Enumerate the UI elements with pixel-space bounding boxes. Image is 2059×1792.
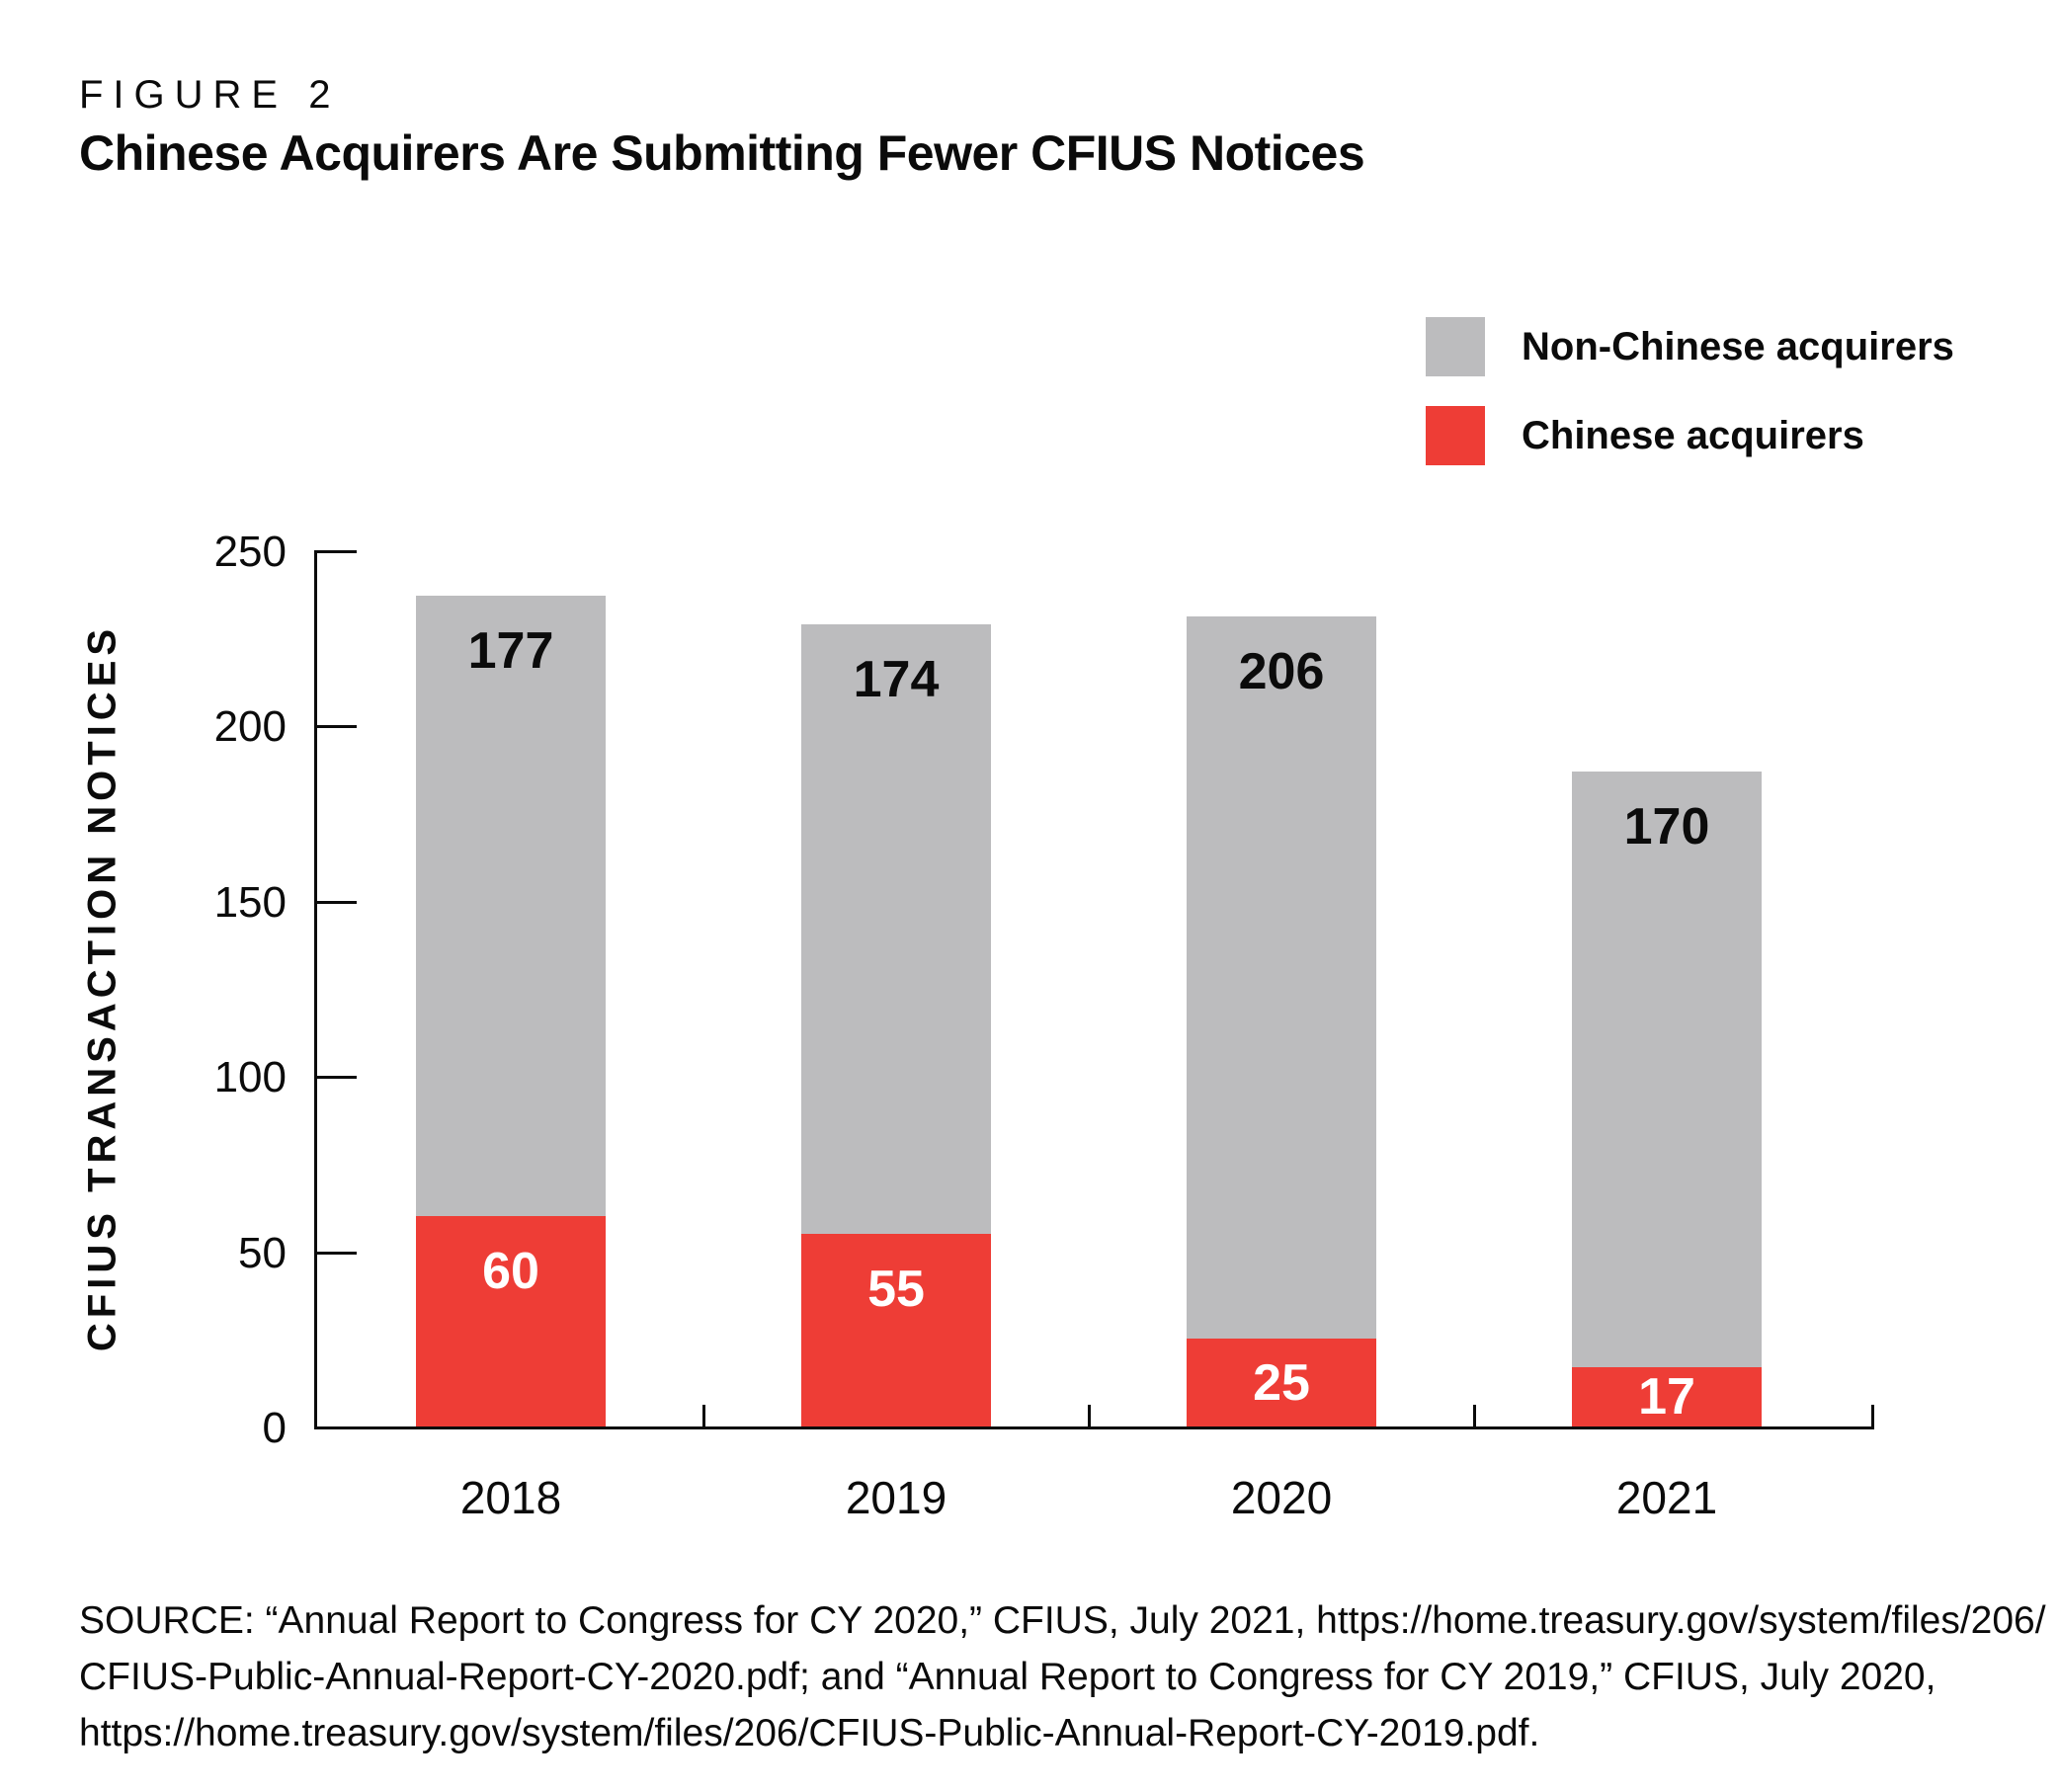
y-axis-tick [317, 550, 357, 553]
x-axis-tick [1871, 1405, 1874, 1426]
legend-label-non-chinese: Non-Chinese acquirers [1522, 324, 1954, 368]
y-axis-tick [317, 725, 357, 728]
bar-segment-chinese-2019 [801, 1234, 991, 1426]
value-label-chinese-2019: 55 [867, 1261, 925, 1318]
bar-segment-non-chinese-2018 [416, 596, 606, 1216]
source-note: SOURCE: “Annual Report to Congress for C… [79, 1592, 2046, 1761]
figure-number-label: FIGURE 2 [79, 73, 341, 117]
y-axis-tick-label: 150 [213, 878, 287, 927]
y-axis-tick [317, 1252, 357, 1255]
x-axis-tick [1088, 1405, 1091, 1426]
bar-segment-non-chinese-2020 [1187, 616, 1376, 1339]
legend-item-non-chinese: Non-Chinese acquirers [1426, 317, 1954, 376]
x-axis-category-label-2018: 2018 [459, 1472, 562, 1523]
x-axis-tick [1473, 1405, 1476, 1426]
y-axis-line [314, 550, 317, 1429]
value-label-non-chinese-2021: 170 [1623, 798, 1710, 855]
value-label-chinese-2021: 17 [1638, 1368, 1695, 1425]
legend-item-chinese: Chinese acquirers [1426, 406, 1954, 465]
legend-swatch-non-chinese [1426, 317, 1485, 376]
x-axis-category-label-2019: 2019 [845, 1472, 947, 1523]
bar-segment-non-chinese-2021 [1572, 772, 1762, 1367]
bar-segment-chinese-2018 [416, 1216, 606, 1426]
legend-label-chinese: Chinese acquirers [1522, 413, 1864, 457]
y-axis-tick [317, 901, 357, 904]
source-line: https://home.treasury.gov/system/files/2… [79, 1712, 1540, 1754]
bar-segment-chinese-2020 [1187, 1339, 1376, 1426]
legend: Non-Chinese acquirers Chinese acquirers [1426, 317, 1954, 465]
y-axis-tick [317, 1076, 357, 1079]
x-axis-category-label-2021: 2021 [1615, 1472, 1718, 1523]
value-label-non-chinese-2019: 174 [853, 651, 940, 708]
value-label-non-chinese-2020: 206 [1238, 643, 1325, 700]
y-axis-tick-label: 50 [238, 1229, 287, 1277]
y-axis-tick-label: 250 [213, 528, 287, 576]
source-line: CFIUS-Public-Annual-Report-CY-2020.pdf; … [79, 1656, 1936, 1698]
bar-segment-non-chinese-2019 [801, 624, 991, 1234]
source-line: SOURCE: “Annual Report to Congress for C… [79, 1599, 2046, 1642]
chart-title: Chinese Acquirers Are Submitting Fewer C… [79, 125, 1365, 181]
y-axis-tick-label: 200 [213, 702, 287, 751]
legend-swatch-chinese [1426, 406, 1485, 465]
y-axis-tick-label: 100 [213, 1053, 287, 1101]
value-label-chinese-2018: 60 [482, 1243, 539, 1300]
value-label-non-chinese-2018: 177 [467, 622, 554, 680]
value-label-chinese-2020: 25 [1253, 1354, 1310, 1412]
y-axis-tick-label: 0 [262, 1404, 287, 1452]
x-axis-tick [702, 1405, 705, 1426]
bar-segment-chinese-2021 [1572, 1367, 1762, 1426]
x-axis-line [314, 1426, 1874, 1429]
x-axis-category-label-2020: 2020 [1230, 1472, 1333, 1523]
